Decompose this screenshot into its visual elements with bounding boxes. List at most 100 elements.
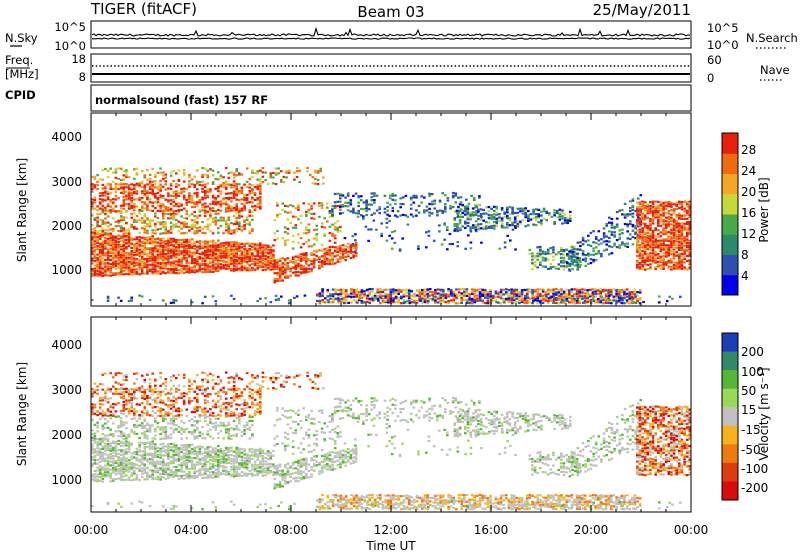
power-cell [96, 180, 99, 183]
power-cell [662, 242, 665, 245]
power-cell [571, 263, 574, 266]
power-cell [175, 263, 178, 266]
power-cell [599, 292, 603, 295]
power-cell [281, 268, 284, 271]
power-cell [426, 290, 429, 293]
power-cell [646, 231, 650, 235]
power-cell [156, 201, 160, 204]
power-cell [122, 273, 126, 276]
power-cell [575, 301, 579, 304]
power-cell [575, 261, 579, 264]
power-cell [643, 263, 647, 266]
power-cell [654, 216, 657, 219]
power-cell [587, 262, 590, 266]
power-cell [629, 222, 632, 225]
power-cell [196, 249, 199, 252]
power-cell [119, 270, 123, 274]
power-cell [148, 225, 152, 228]
power-cell [256, 260, 259, 263]
power-cell [643, 239, 647, 242]
power-cell [188, 180, 191, 183]
power-cell [631, 225, 635, 228]
power-cell [278, 259, 282, 262]
velocity-cell [151, 447, 154, 450]
power-cell [245, 242, 249, 245]
power-cell [114, 249, 118, 252]
power-cell [431, 293, 435, 296]
power-cell [206, 257, 210, 260]
power-cell [222, 232, 225, 235]
power-cell [678, 247, 681, 250]
power-cell [201, 246, 204, 250]
power-cell [360, 292, 364, 295]
power-cell [413, 301, 416, 304]
power-cell [675, 229, 678, 232]
velocity-cell [98, 475, 102, 479]
power-cell [122, 196, 126, 199]
power-cell [227, 192, 231, 195]
power-cell [497, 291, 500, 294]
power-cell [261, 257, 265, 260]
power-cell [232, 241, 236, 244]
velocity-cell [114, 453, 118, 456]
power-cell [465, 294, 469, 297]
power-cell [302, 271, 305, 274]
power-cell [264, 248, 267, 251]
power-cell [428, 294, 432, 297]
power-cell [610, 221, 614, 224]
power-cell [397, 301, 400, 304]
power-cell [436, 301, 440, 304]
velocity-cell [98, 457, 102, 460]
power-cell [675, 261, 678, 264]
power-cell [312, 253, 316, 256]
power-cell [638, 263, 642, 266]
power-cell [175, 246, 178, 249]
power-cell [201, 174, 204, 177]
power-cell [573, 302, 576, 305]
power-cell [554, 301, 558, 305]
power-cell [502, 297, 505, 300]
power-cell [662, 248, 665, 251]
power-cell [492, 209, 496, 213]
power-cell [146, 236, 149, 239]
power-cell [583, 292, 587, 295]
power-cell [278, 267, 282, 270]
power-cell [604, 294, 608, 298]
power-cell [484, 288, 487, 292]
power-cell [259, 205, 262, 208]
power-cell [256, 170, 259, 173]
power-cell [224, 183, 228, 186]
velocity-cell [156, 478, 160, 481]
power-cell [164, 263, 168, 266]
power-cell [104, 232, 107, 235]
power-cell [471, 211, 475, 214]
power-cell [280, 180, 283, 183]
power-cell [552, 255, 555, 258]
power-cell [180, 232, 183, 235]
power-cell [602, 249, 606, 252]
power-cell [513, 218, 517, 221]
power-cell [320, 261, 324, 264]
power-cell [151, 190, 154, 193]
power-cell [161, 248, 165, 252]
power-cell [643, 209, 647, 212]
power-cell [177, 260, 181, 263]
velocity-cell [109, 460, 112, 463]
power-cell [337, 297, 340, 300]
power-cell [299, 256, 303, 259]
power-cell [486, 300, 490, 303]
power-cell [672, 233, 676, 236]
power-cell [146, 196, 149, 199]
power-cell [394, 194, 397, 197]
power-cell [253, 204, 257, 208]
power-cell [453, 229, 457, 232]
velocity-cell [167, 445, 170, 448]
power-cell [98, 265, 102, 268]
power-cell [581, 291, 584, 294]
power-cell [272, 182, 275, 185]
velocity-cell [104, 453, 107, 456]
power-cell [219, 244, 223, 247]
velocity-cell [127, 467, 131, 470]
power-cell [388, 214, 391, 217]
power-cell [618, 233, 622, 236]
